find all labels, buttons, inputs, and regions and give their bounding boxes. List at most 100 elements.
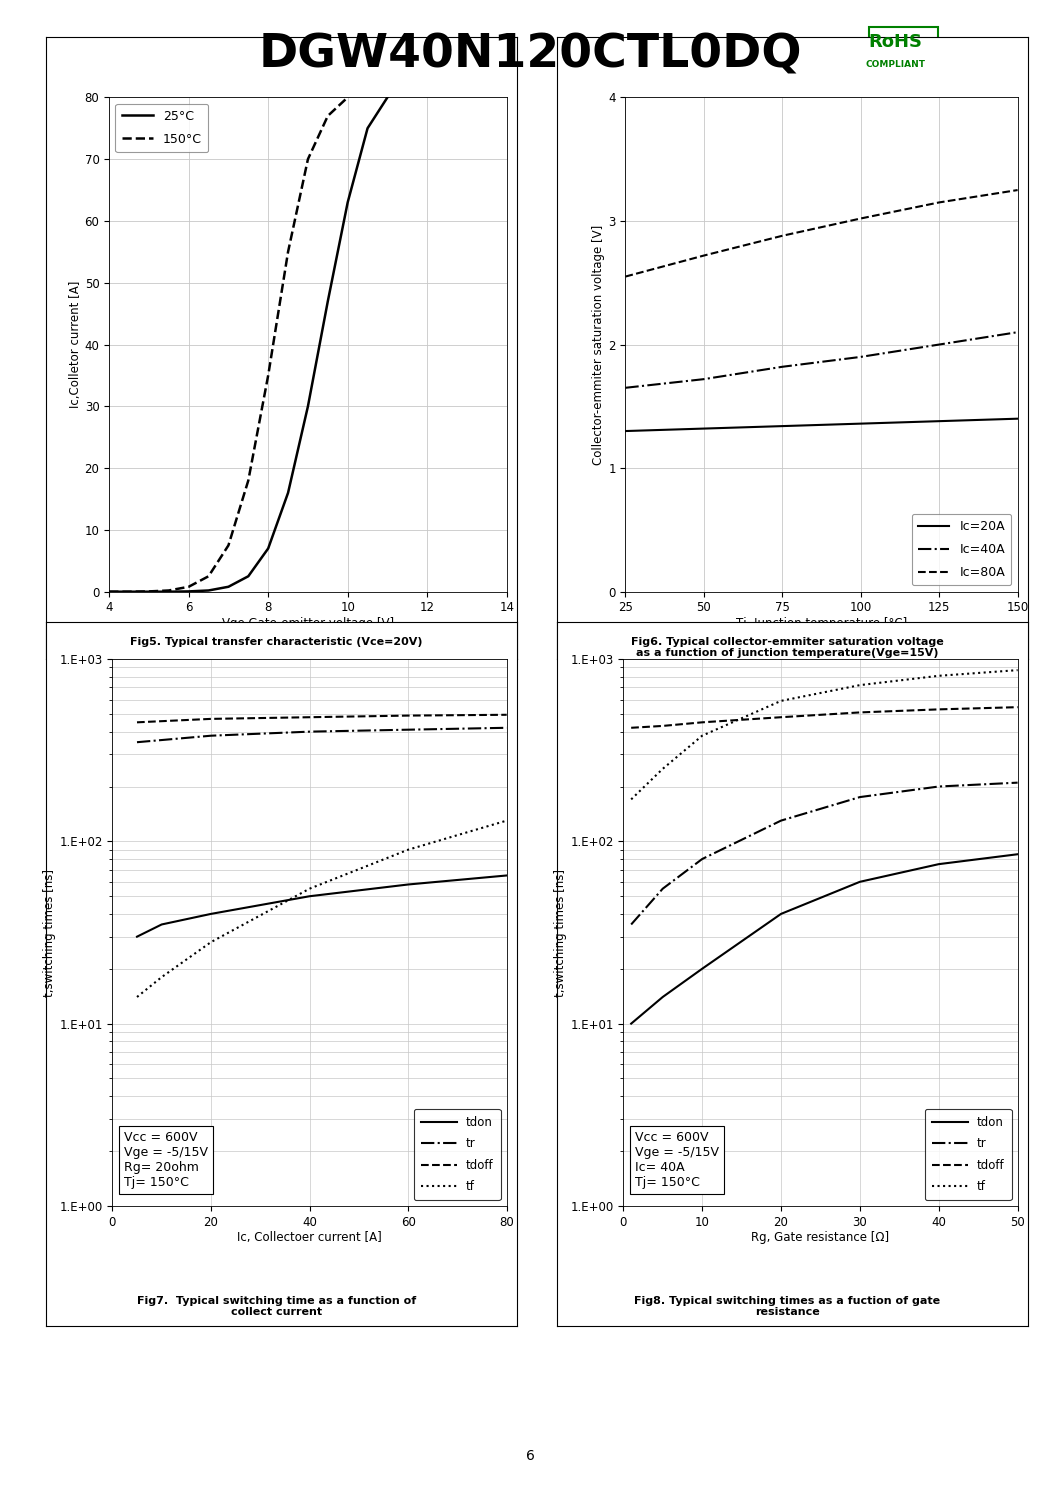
tf (156, 968, 169, 986)
Text: Fig5. Typical transfer characteristic (Vce=20V): Fig5. Typical transfer characteristic (V… (130, 637, 422, 647)
25°C (142, 583, 156, 601)
tdoff (500, 706, 513, 724)
tdoff (853, 704, 866, 722)
tdoff (1011, 698, 1024, 716)
Line: tdon: tdon (137, 875, 507, 936)
25°C (302, 397, 315, 415)
Ic=80A (697, 247, 710, 265)
150°C (123, 583, 136, 601)
Line: 150°C: 150°C (109, 97, 348, 592)
tf (303, 879, 316, 897)
tr (695, 849, 708, 867)
tf (130, 989, 143, 1007)
Ic=80A (933, 193, 946, 211)
25°C (182, 583, 195, 601)
tdoff (130, 713, 143, 731)
X-axis label: Vge,Gate-emitter voltage [V]: Vge,Gate-emitter voltage [V] (222, 617, 394, 631)
tdon (933, 855, 946, 873)
Ic=80A (619, 268, 632, 286)
150°C (202, 568, 215, 586)
tr (303, 722, 316, 740)
Ic=80A (776, 226, 789, 244)
25°C (123, 583, 136, 601)
Line: tdon: tdon (631, 854, 1018, 1023)
25°C (282, 484, 295, 502)
tdoff (624, 719, 637, 737)
25°C (242, 568, 254, 586)
tr (1011, 773, 1024, 791)
25°C (202, 581, 215, 599)
tdon (775, 905, 788, 923)
150°C (162, 581, 175, 599)
Text: DGW40N120CTL0DQ: DGW40N120CTL0DQ (259, 33, 801, 78)
Y-axis label: t,switching times [ns]: t,switching times [ns] (43, 869, 56, 996)
150°C (341, 88, 354, 106)
tdoff (695, 713, 708, 731)
tr (656, 879, 669, 897)
Ic=20A (697, 419, 710, 437)
Text: Fig7.  Typical switching time as a function of
collect current: Fig7. Typical switching time as a functi… (137, 1296, 416, 1317)
Text: 6: 6 (526, 1449, 534, 1464)
tf (775, 692, 788, 710)
25°C (262, 539, 275, 557)
25°C (321, 292, 334, 310)
Ic=20A (1011, 410, 1024, 428)
Text: COMPLIANT: COMPLIANT (866, 60, 925, 69)
tf (1011, 661, 1024, 679)
tr (775, 812, 788, 830)
tdoff (656, 718, 669, 736)
Y-axis label: Collector-emmiter saturation voltage [V]: Collector-emmiter saturation voltage [V] (593, 225, 605, 464)
tdon (402, 875, 414, 893)
Legend: tdon, tr, tdoff, tf: tdon, tr, tdoff, tf (925, 1109, 1011, 1200)
25°C (162, 583, 175, 601)
150°C (282, 243, 295, 261)
tdon (205, 905, 217, 923)
Text: Fig6. Typical collector-emmiter saturation voltage
as a function of junction tem: Fig6. Typical collector-emmiter saturati… (631, 637, 943, 658)
tdon (130, 927, 143, 945)
tdoff (205, 710, 217, 728)
Ic=40A (697, 370, 710, 388)
tdon (303, 887, 316, 905)
25°C (341, 193, 354, 211)
150°C (321, 106, 334, 124)
Ic=40A (933, 336, 946, 354)
25°C (223, 578, 235, 596)
Text: RoHS: RoHS (869, 33, 922, 51)
Text: Vcc = 600V
Vge = -5/15V
Ic= 40A
Tj= 150°C: Vcc = 600V Vge = -5/15V Ic= 40A Tj= 150°… (635, 1131, 719, 1189)
150°C (223, 536, 235, 554)
150°C (142, 583, 156, 601)
150°C (103, 583, 116, 601)
Line: tdoff: tdoff (631, 707, 1018, 728)
25°C (103, 583, 116, 601)
tr (500, 719, 513, 737)
Legend: 25°C, 150°C: 25°C, 150°C (116, 103, 208, 153)
Line: tr: tr (631, 782, 1018, 924)
tf (853, 676, 866, 694)
tdon (695, 960, 708, 978)
Line: tr: tr (137, 728, 507, 742)
Ic=40A (776, 358, 789, 376)
Ic=40A (619, 379, 632, 397)
tdon (624, 1014, 637, 1032)
tr (624, 915, 637, 933)
Line: Ic=80A: Ic=80A (625, 190, 1018, 277)
150°C (262, 367, 275, 385)
tdoff (303, 709, 316, 727)
Line: tdoff: tdoff (137, 715, 507, 722)
Legend: tdon, tr, tdoff, tf: tdon, tr, tdoff, tf (414, 1109, 500, 1200)
Line: 25°C: 25°C (109, 97, 388, 592)
tdon (656, 989, 669, 1007)
Line: tf: tf (631, 670, 1018, 800)
tdon (500, 866, 513, 884)
Ic=40A (854, 348, 867, 366)
25°C (382, 88, 394, 106)
tf (933, 667, 946, 685)
tr (933, 777, 946, 795)
Y-axis label: t,switching times [ns]: t,switching times [ns] (554, 869, 567, 996)
tdon (853, 873, 866, 891)
X-axis label: Rg, Gate resistance [Ω]: Rg, Gate resistance [Ω] (752, 1231, 889, 1245)
150°C (242, 472, 254, 490)
tf (500, 812, 513, 830)
Text: Vcc = 600V
Vge = -5/15V
Rg= 20ohm
Tj= 150°C: Vcc = 600V Vge = -5/15V Rg= 20ohm Tj= 15… (124, 1131, 208, 1189)
Line: Ic=20A: Ic=20A (625, 419, 1018, 431)
